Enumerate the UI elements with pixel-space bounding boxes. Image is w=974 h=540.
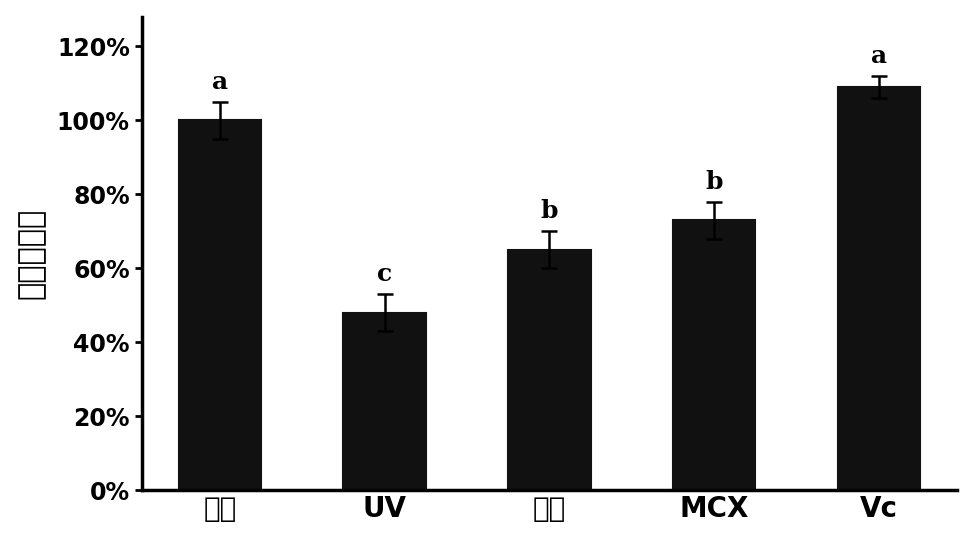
Text: a: a [871, 44, 887, 68]
Text: b: b [541, 199, 558, 223]
Bar [673, 220, 756, 490]
Bar [344, 313, 426, 490]
Text: a: a [211, 70, 228, 93]
Y-axis label: 细胞存活率: 细胞存活率 [17, 208, 46, 299]
Text: c: c [377, 262, 393, 286]
Bar [178, 120, 261, 490]
Bar [508, 250, 590, 490]
Bar [838, 87, 920, 490]
Text: b: b [705, 170, 723, 194]
